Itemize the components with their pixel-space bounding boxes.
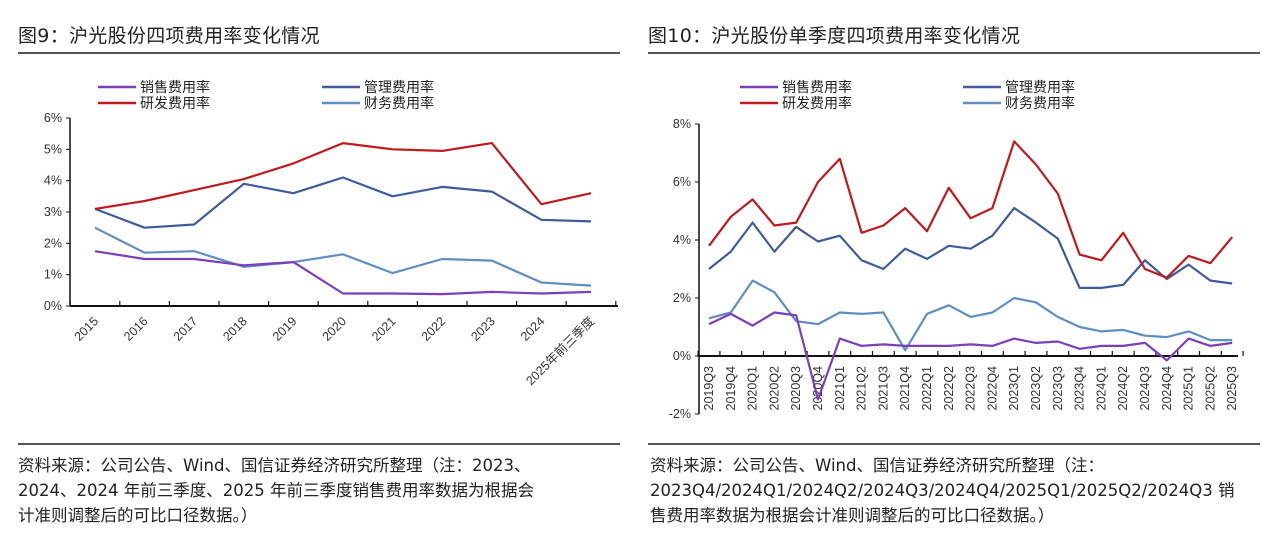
title-divider: [648, 52, 1260, 54]
y-tick-label: 8%: [673, 117, 691, 131]
x-tick-label: 2021Q3: [876, 366, 890, 411]
y-tick-label: -2%: [669, 407, 691, 421]
series-line-finance: [94, 226, 592, 287]
source-line: 资料来源：公司公告、Wind、国信证券经济研究所整理（注：2023、: [18, 456, 531, 475]
y-tick-label: 4%: [44, 174, 62, 188]
x-tick-label: 2022Q2: [942, 366, 956, 411]
figure-9-source-note: 资料来源：公司公告、Wind、国信证券经济研究所整理（注：2023、 2024、…: [18, 453, 623, 528]
x-tick-label: 2024: [518, 314, 548, 344]
y-tick-label: 4%: [673, 233, 691, 247]
x-tick-label: 2022: [419, 314, 449, 344]
source-divider: [648, 443, 1260, 445]
figure-9-panel: 图9：沪光股份四项费用率变化情况 销售费用率 管理费用率研发费用率 财务费用率 0% 1…: [18, 25, 623, 528]
legend-item-finance: 财务费用率: [322, 95, 434, 112]
figure-10-panel: 图10：沪光股份单季度四项费用率变化情况 销售费用率 管理费用率研发费用率 财务费用…: [640, 0, 1269, 545]
legend-item-sales: 销售费用率: [740, 79, 852, 96]
source-divider: [18, 443, 620, 445]
legend-label-sales: 销售费用率: [782, 79, 852, 96]
legend-label-rnd: 研发费用率: [782, 95, 852, 112]
y-tick-label: 2%: [673, 291, 691, 305]
x-tick-label: 2021Q2: [855, 366, 869, 411]
legend-item-rnd: 研发费用率: [740, 95, 852, 112]
series-line-admin: [708, 207, 1233, 289]
figure-9-title: 图9：沪光股份四项费用率变化情况: [18, 25, 320, 47]
x-tick-label: 2024Q4: [1160, 366, 1174, 411]
x-tick-label: 2021: [369, 314, 399, 344]
y-tick-label: 6%: [44, 111, 62, 125]
x-tick-label: 2023Q4: [1073, 366, 1087, 411]
series-line-admin: [94, 176, 592, 229]
y-tick-label: 3%: [44, 205, 62, 219]
figure-10-source-note: 资料来源：公司公告、Wind、国信证券经济研究所整理（注： 2023Q4/202…: [650, 453, 1262, 528]
source-line: 售费用率数据为根据会计准则调整后的可比口径数据。）: [650, 506, 1055, 525]
x-tick-label: 2022Q1: [920, 366, 934, 411]
series-line-rnd: [94, 142, 592, 210]
legend-item-rnd: 研发费用率: [98, 95, 210, 112]
legend-item-admin: 管理费用率: [322, 79, 434, 96]
x-tick-label: 2016: [121, 314, 151, 344]
x-tick-label: 2020: [320, 314, 350, 344]
x-tick-label: 2024Q1: [1094, 366, 1108, 411]
legend-label-rnd: 研发费用率: [140, 95, 210, 112]
x-tick-label: 2025Q1: [1182, 366, 1196, 411]
x-tick-label: 2017: [171, 314, 201, 344]
legend-item-finance: 财务费用率: [963, 95, 1075, 112]
y-tick-label: 6%: [673, 175, 691, 189]
x-tick-label: 2023Q2: [1029, 366, 1043, 411]
legend-label-admin: 管理费用率: [364, 79, 434, 96]
y-tick-label: 0%: [44, 299, 62, 313]
x-tick-label: 2021Q1: [833, 366, 847, 411]
series-line-sales: [94, 250, 592, 296]
series-line-finance: [708, 279, 1233, 352]
x-tick-label: 2018: [220, 314, 250, 344]
legend-label-admin: 管理费用率: [1005, 79, 1075, 96]
x-tick-label: 2015: [72, 314, 102, 344]
x-tick-label: 2022Q3: [964, 366, 978, 411]
x-tick-label: 2019Q3: [702, 366, 716, 411]
legend-item-admin: 管理费用率: [963, 79, 1075, 96]
source-line: 2023Q4/2024Q1/2024Q2/2024Q3/2024Q4/2025Q…: [650, 481, 1235, 500]
x-tick-label: 2025Q3: [1225, 366, 1239, 411]
series-line-rnd: [708, 140, 1234, 279]
x-tick-label: 2019Q4: [724, 366, 738, 411]
x-tick-label: 2020Q3: [789, 366, 803, 411]
y-tick-label: 5%: [44, 142, 62, 156]
legend-label-sales: 销售费用率: [140, 79, 210, 96]
y-tick-label: 1%: [44, 268, 62, 282]
x-tick-label: 2023: [468, 314, 498, 344]
source-line: 2024、2024 年前三季度、2025 年前三季度销售费用率数据为根据会: [18, 481, 534, 500]
x-tick-label: 2019: [270, 314, 300, 344]
legend-label-finance: 财务费用率: [364, 95, 434, 112]
x-tick-label: 2021Q4: [898, 366, 912, 411]
x-tick-label: 2023Q3: [1051, 366, 1065, 411]
x-tick-label: 2020Q2: [767, 366, 781, 411]
y-tick-label: 0%: [673, 349, 691, 363]
x-tick-label: 2022Q4: [985, 366, 999, 411]
figure-10-title: 图10：沪光股份单季度四项费用率变化情况: [648, 25, 1021, 47]
legend-item-sales: 销售费用率: [98, 79, 210, 96]
source-line: 计准则调整后的可比口径数据。）: [18, 506, 258, 525]
legend-label-finance: 财务费用率: [1005, 95, 1075, 112]
y-tick-label: 2%: [44, 236, 62, 250]
x-tick-label: 2023Q1: [1007, 366, 1021, 411]
source-line: 资料来源：公司公告、Wind、国信证券经济研究所整理（注：: [650, 456, 1104, 475]
x-tick-label: 2020Q4: [811, 366, 825, 411]
x-tick-label: 2024Q3: [1138, 366, 1152, 411]
x-tick-label: 2025Q2: [1203, 366, 1217, 411]
title-divider: [18, 52, 620, 54]
x-tick-label: 2020Q1: [746, 366, 760, 411]
x-tick-label: 2024Q2: [1116, 366, 1130, 411]
